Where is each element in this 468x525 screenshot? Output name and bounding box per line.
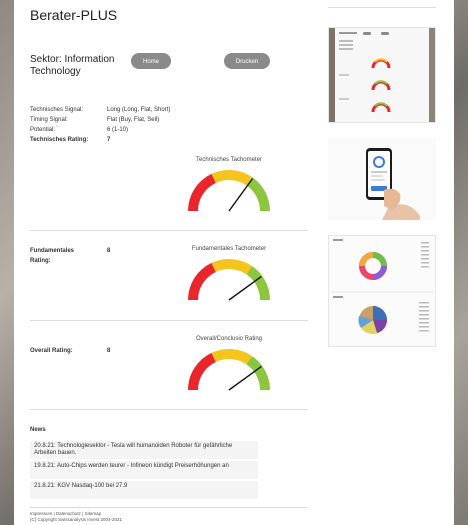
info-label: Potential: [30, 127, 56, 133]
info-label: Timing Signal: [30, 117, 68, 123]
app-title: Berater-PLUS [30, 7, 118, 23]
gauge-yellow-segment [211, 259, 253, 275]
divider [328, 7, 436, 8]
pie-chart-preview-image [331, 239, 433, 334]
gauge-red-segment [188, 262, 217, 301]
divider [30, 320, 308, 321]
fundamental-gauge: Fundamentales Tachometer [174, 245, 284, 304]
gauge-red-segment [188, 173, 217, 212]
main-content: Berater-PLUS Sektor: Information Technol… [14, 0, 314, 525]
overall-rating-value: 8 [107, 348, 111, 354]
divider [30, 230, 308, 231]
gauge-needle [228, 365, 262, 391]
gauge-title: Fundamentales Tachometer [191, 246, 267, 252]
divider [30, 409, 308, 410]
print-button[interactable]: Drucken [224, 53, 270, 69]
overall-gauge: Overall/Conclusio Rating [174, 335, 284, 394]
gauge-chart [188, 349, 270, 391]
fundamental-rating-value: 8 [107, 248, 111, 254]
phone-in-hand-image [366, 148, 420, 220]
technical-gauge: Technisches Tachometer [174, 156, 284, 215]
page-container: Berater-PLUS Sektor: Information Technol… [14, 0, 454, 525]
technical-rating-value: 7 [107, 137, 111, 143]
info-value: Long (Long, Flat, Short) [107, 107, 171, 113]
news-item[interactable]: 19.8.21: Auto-Chips werden teurer - Infi… [30, 461, 258, 479]
gauge-title: Technisches Tachometer [196, 157, 262, 163]
app-preview-thumbnail[interactable] [328, 27, 436, 123]
gauge-title: Overall/Conclusio Rating [195, 336, 263, 342]
gauge-chart [188, 259, 270, 301]
dashboard-thumbnail[interactable] [328, 235, 436, 347]
news-heading: News [30, 427, 46, 433]
footer-links[interactable]: Impressum | Datenschutz | Sitemap [30, 511, 102, 516]
sidebar [328, 0, 448, 525]
footer: Impressum | Datenschutz | Sitemap (C) Co… [30, 507, 308, 523]
footer-copyright: (C) Copyright Swissanalysis Invest 2004-… [30, 517, 123, 522]
gauge-red-segment [188, 352, 217, 391]
info-value: Flat (Buy, Flat, Sell) [107, 117, 160, 123]
gauge-yellow-segment [211, 170, 253, 186]
gauge-green-segment [246, 266, 270, 301]
technical-rating-label: Technisches Rating: [30, 137, 89, 143]
news-list: 20.8.21: Technologiesektor - Tesla will … [30, 441, 258, 501]
gauge-chart [188, 170, 270, 212]
screenshot-preview-image [329, 28, 435, 122]
mobile-app-thumbnail[interactable] [328, 138, 436, 220]
gauge-green-segment [246, 356, 270, 391]
gauge-yellow-segment [211, 349, 253, 365]
gauge-needle [228, 178, 254, 212]
divider [30, 507, 308, 508]
overall-rating-label: Overall Rating: [30, 348, 73, 354]
gauge-needle [228, 275, 262, 301]
news-item[interactable]: 21.8.21: KGV Nasdaq-100 bei 27.9 [30, 481, 258, 499]
fundamental-rating-label: Fundamentales Rating: [30, 248, 75, 264]
gauge-green-segment [246, 177, 270, 212]
news-item[interactable]: 20.8.21: Technologiesektor - Tesla will … [30, 441, 258, 459]
info-label: Technisches Signal: [30, 107, 84, 113]
info-value: 6 (1-10) [107, 127, 129, 133]
home-button[interactable]: Home [131, 53, 171, 69]
sector-title: Sektor: Information Technology [30, 54, 115, 77]
